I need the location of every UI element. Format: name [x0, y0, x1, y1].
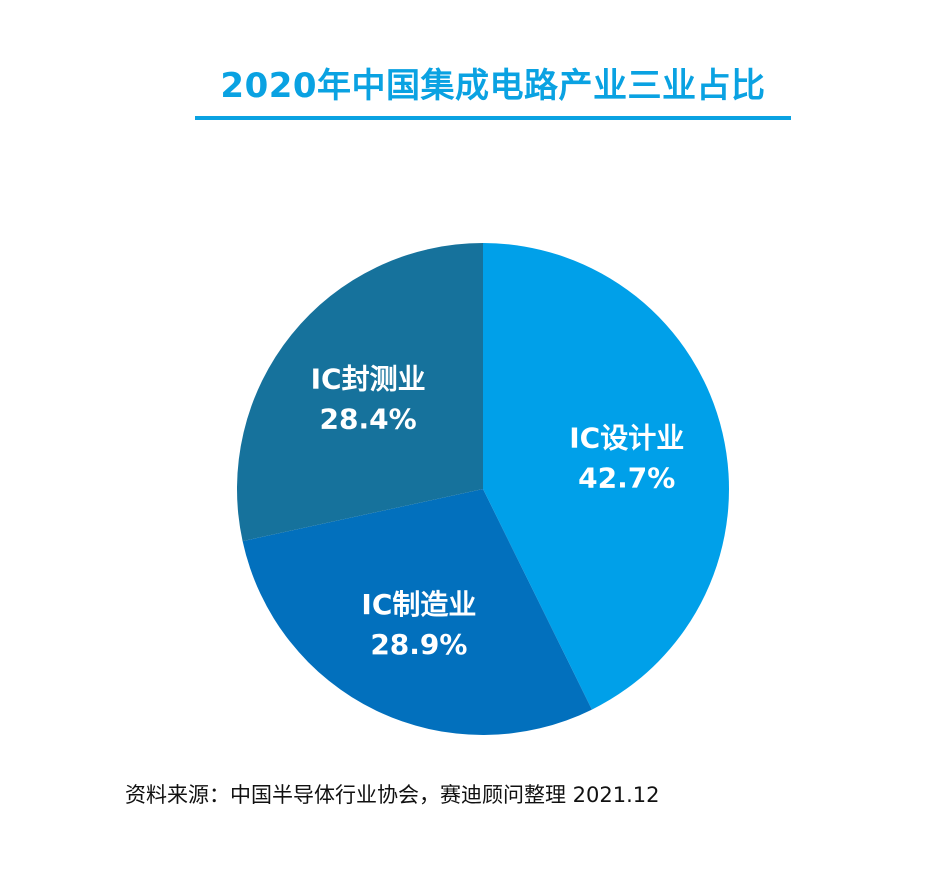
pie-slice-1	[483, 243, 729, 710]
pie-slice-3	[237, 243, 483, 542]
slice-value-1: 42.7%	[578, 461, 675, 494]
slice-label-3: IC封测业	[311, 362, 426, 395]
slice-value-2: 28.9%	[370, 628, 467, 661]
slice-label-1: IC设计业	[569, 421, 684, 454]
title-underline	[195, 116, 791, 120]
pie-slice-2	[242, 489, 592, 735]
slice-value-3: 28.4%	[320, 402, 417, 435]
source-note: 资料来源：中国半导体行业协会，赛迪顾问整理 2021.12	[125, 783, 660, 807]
chart-title: 2020年中国集成电路产业三业占比	[220, 66, 766, 106]
slice-label-2: IC制造业	[361, 588, 476, 621]
